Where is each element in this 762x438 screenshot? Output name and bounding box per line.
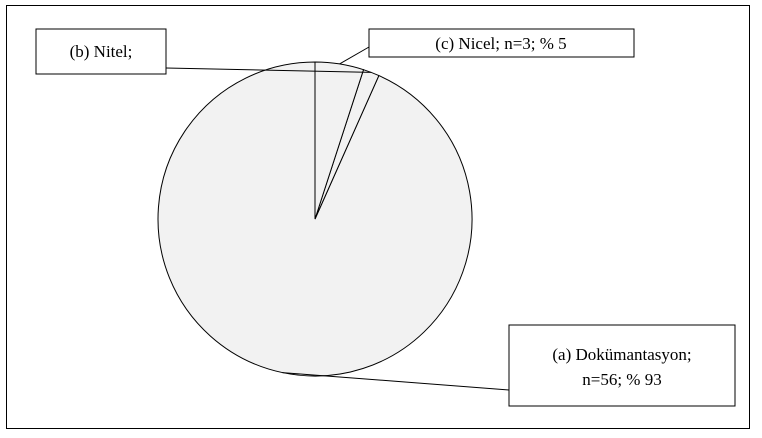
slice-label-b: (b) Nitel; — [35, 28, 167, 75]
slice-label-c-line-1: (c) Nicel; n=3; % 5 — [435, 34, 566, 53]
pie-slice-c — [314, 61, 365, 220]
slice-label-c: (c) Nicel; n=3; % 5 — [368, 28, 635, 58]
leader-lines — [165, 46, 510, 391]
slice-label-b-line-1: (b) Nitel; — [70, 42, 133, 61]
leader-line-c — [339, 46, 370, 65]
leader-line-b — [165, 67, 372, 73]
slice-label-a-line-2: n=56; % 93 — [582, 370, 661, 389]
pie-slices — [157, 61, 473, 377]
slice-label-a-line-1: (a) Dokümantasyon; — [552, 345, 691, 364]
slice-label-box-b — [35, 28, 167, 75]
slice-label-a: (a) Dokümantasyon; n=56; % 93 — [508, 324, 736, 407]
leader-line-a — [282, 372, 510, 391]
slice-label-box-c — [368, 28, 635, 58]
slice-label-box-a — [508, 324, 736, 407]
